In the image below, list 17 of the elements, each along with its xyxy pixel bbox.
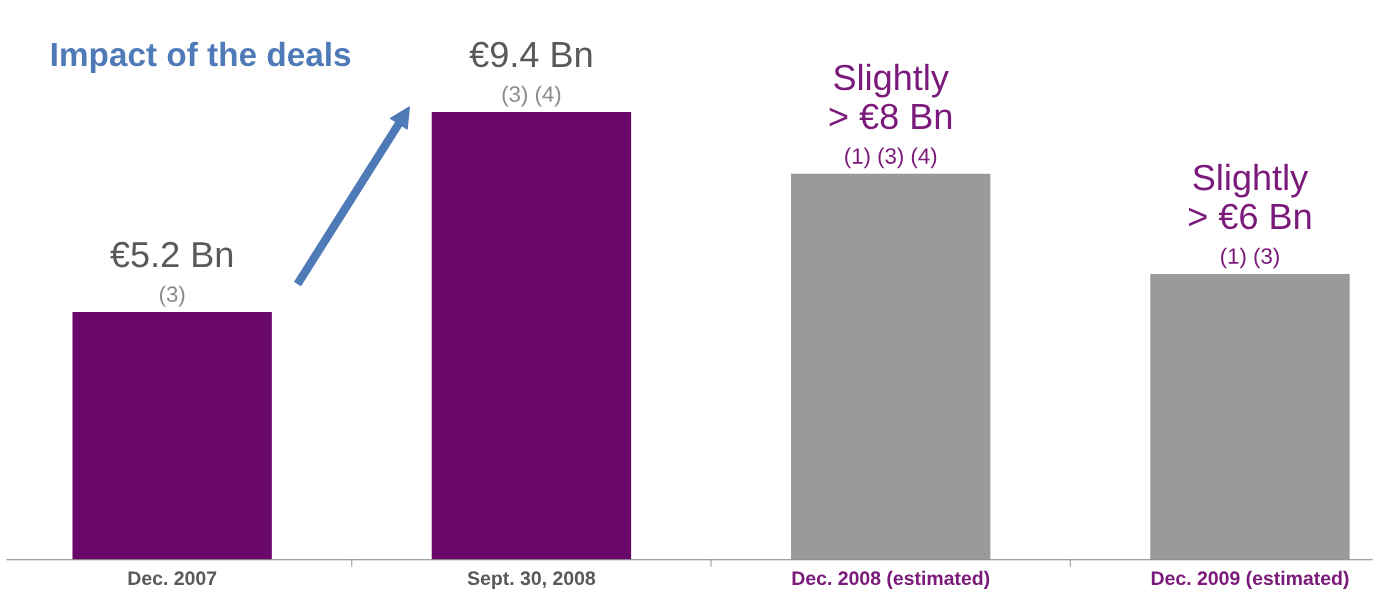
- bar: [1150, 273, 1350, 560]
- annotation: (1) (3) (4): [845, 147, 937, 169]
- data-label: Slightly > €8 Bn: [829, 63, 952, 130]
- x-tick-label: Dec. 2009 (estimated): [1151, 570, 1349, 589]
- annotation: (1) (3): [1221, 247, 1279, 269]
- data-label: €9.4 Bn: [469, 41, 592, 68]
- data-label: €5.2 Bn: [110, 241, 233, 268]
- text: Impact of the deals: [51, 41, 351, 73]
- bar: [431, 111, 632, 560]
- x-tick-label: Dec. 2007: [128, 571, 217, 586]
- bar: [790, 173, 991, 560]
- data-label: Slightly > €6 Bn: [1188, 163, 1311, 230]
- x-tick-label: Dec. 2008 (estimated): [792, 570, 990, 589]
- bar: [72, 312, 272, 560]
- annotation: (3) (4): [502, 85, 561, 107]
- annotation: (3): [159, 285, 185, 307]
- x-tick-label: Sept. 30, 2008: [467, 571, 596, 589]
